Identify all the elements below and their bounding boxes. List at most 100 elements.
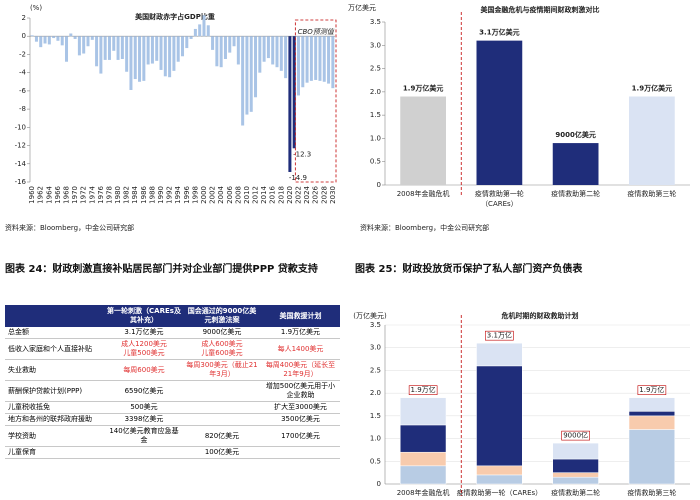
table-cell: 成人600美元 儿童600美元 [183,338,261,360]
bar [99,36,103,74]
bar [34,36,38,42]
x-tick-label: 1972 [80,186,88,204]
value-label: 9000亿美元 [555,130,595,139]
x-tick-label: 2028 [320,186,328,204]
bar [211,36,215,50]
bar [95,36,99,67]
x-tick-label: 2026 [312,185,320,203]
y-tick-label: 2.0 [370,389,381,397]
y-tick-label: 0 [22,32,26,40]
bar [86,36,90,47]
bar [476,40,523,185]
y-tick-label: 0.5 [370,158,381,166]
bar [254,36,258,98]
table-cell [183,380,261,402]
unit-label: (万亿美元) [353,311,387,320]
bar [284,36,288,79]
bar [82,36,86,54]
total-label: 3.1万亿 [487,331,512,340]
bar [223,36,227,59]
table-cell: 9000亿美元 [183,327,261,339]
bar [318,36,322,81]
bar [305,36,309,83]
header-cell: 第一轮刺激（CAREs及其补充） [105,305,183,327]
bar [331,36,335,89]
bar [159,36,163,70]
total-box [485,330,514,341]
y-tick-label: -2 [19,50,26,58]
table-cell: 每周300美元（截止21年3月） [183,359,261,381]
table-cell [261,446,340,459]
y-tick-label: 3.5 [370,18,381,26]
bar [133,36,137,80]
bar [73,36,77,39]
table-row: 儿童保育 100亿美元 [5,446,340,459]
table-cell: 每人1400美元 [261,338,340,360]
table-cell: 增加500亿美元用于小企业救助 [261,380,340,402]
bar [146,36,150,65]
table-cell: 3500亿美元 [261,413,340,426]
header-cell: 国会通过的9000亿美元刺激法案 [183,305,261,327]
x-tick-label: 1964 [45,185,53,203]
bar [168,36,172,78]
bar [219,36,223,68]
x-tick-label: 疫情救助第三轮 [627,488,676,497]
x-tick-label: 1988 [148,186,156,204]
x-tick-label: 1966 [54,185,62,203]
source: 资料来源：Bloomberg，中金公司研究部 [5,223,134,232]
y-tick-label: 2.5 [370,366,381,374]
x-tick-label: 2022 [294,186,302,204]
x-tick-label: 1986 [140,185,148,203]
bar [279,36,283,71]
x-tick-label: 1994 [174,185,182,203]
total-box [408,385,438,395]
x-tick-label: 2008年金融危机 [397,488,450,497]
bar-segment [476,474,523,485]
bar [301,36,305,88]
y-tick-label: -8 [19,105,26,113]
bar [322,36,326,82]
header-cell: 美国救援计划 [261,305,340,327]
table-cell: 3398亿美元 [105,413,183,426]
table-cell: 地方和各州的联邦政府援助 [5,413,105,426]
bar [47,36,51,45]
y-tick-label: 1.5 [370,111,381,119]
unit-label: (%) [30,4,42,12]
y-tick-label: 3.5 [370,321,381,329]
bar [155,36,159,61]
total-box [561,430,590,441]
bar [198,24,202,37]
table-cell: 每周600美元 [105,359,183,381]
x-tick-label: 疫情救助第一轮 [475,189,524,198]
bar-segment [628,415,675,430]
total-label: 9000亿 [563,431,588,440]
table-cell: 1.9万亿美元 [261,327,340,339]
header-cell [5,305,105,327]
y-tick-label: 1.0 [370,134,381,142]
table-row: 薪酬保护贷款计划(PPP) 6590亿美元 增加500亿美元用于小企业救助 [5,380,340,402]
x-tick-label: 1970 [71,186,79,204]
bar-segment [552,472,599,478]
x-tick-label: 2030 [329,186,337,204]
bar [228,36,232,53]
x-tick-label: 2010 [243,186,251,204]
y-tick-label: 2.0 [370,88,381,96]
bar-segment [552,458,599,473]
x-tick-label: 2016 [269,185,277,203]
y-tick-label: 1.0 [370,435,381,443]
table-cell: 140亿美元教育应急基金 [105,425,183,447]
total-box [637,385,667,395]
table-cell: 3.1万亿美元 [105,327,183,339]
bar [309,36,313,81]
bar [120,36,124,59]
x-tick-label: 1992 [166,186,174,204]
y-tick-label: 3.0 [370,344,381,352]
chart-title: 美国金融危机与疫情期间财政刺激对比 [481,5,600,14]
table-row: 儿童税收抵免 500美元 扩大至3000美元 [5,401,340,414]
chart-title: 危机时期的财政救助计划 [501,311,579,320]
y-tick-label: 0 [377,181,381,189]
y-tick-label: 3.0 [370,41,381,49]
bar-segment [552,442,599,460]
